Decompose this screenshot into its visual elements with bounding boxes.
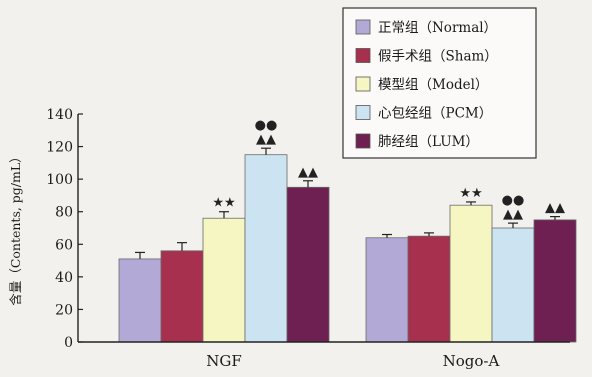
significance-mark: ▲▲	[298, 165, 318, 180]
y-tick-label: 120	[46, 140, 73, 156]
legend-box	[342, 7, 537, 159]
significance-mark: ▲▲	[503, 207, 523, 222]
y-axis: 0 20 40 60 80 100 120 140 含量（Contents, pg/mL）	[8, 107, 83, 351]
bar	[533, 219, 577, 343]
bar	[160, 250, 204, 343]
bar	[202, 217, 246, 343]
y-tick-label: 0	[64, 335, 73, 351]
y-tick-label: 20	[55, 302, 73, 318]
y-tick-label: 100	[46, 172, 73, 188]
legend-swatch	[355, 19, 371, 35]
bar	[365, 237, 409, 343]
significance-mark: ●●	[255, 118, 278, 133]
y-tick-label: 60	[55, 237, 73, 253]
significance-mark: ★★	[212, 196, 235, 211]
bar	[286, 186, 330, 343]
legend-swatch	[355, 48, 371, 63]
significance-mark: ▲▲	[545, 201, 565, 216]
y-tick-label: 80	[55, 205, 73, 221]
bars: ★★★★●●▲▲●●▲▲▲▲▲▲	[118, 118, 577, 343]
significance-mark: ●●	[502, 193, 525, 208]
significance-mark: ▲▲	[256, 132, 276, 147]
bar	[449, 204, 493, 343]
y-tick-label: 140	[46, 107, 73, 123]
legend-label: 正常组（Normal）	[378, 20, 497, 36]
legend-swatch	[355, 133, 371, 149]
bar	[407, 235, 451, 343]
y-axis-label: 含量（Contents, pg/mL）	[8, 150, 23, 305]
legend-label: 假手术组（Sham）	[378, 49, 498, 65]
legend-label: 模型组（Model）	[378, 77, 488, 93]
legend: 正常组（Normal） 假手术组（Sham） 模型组（Model） 心包经组（PCM）…	[342, 7, 537, 159]
x-tick-label: NGF	[206, 352, 242, 370]
x-axis: NGF Nogo-A	[78, 341, 570, 370]
x-tick-label: Nogo-A	[443, 352, 500, 370]
y-tick-label: 40	[55, 270, 73, 286]
bar	[118, 258, 162, 343]
bar	[491, 227, 535, 343]
legend-swatch	[355, 105, 371, 120]
legend-swatch	[355, 76, 371, 92]
significance-mark: ★★	[459, 186, 482, 201]
bar	[244, 154, 288, 343]
legend-label: 肺经组（LUM）	[378, 134, 479, 150]
legend-label: 心包经组（PCM）	[378, 106, 492, 122]
